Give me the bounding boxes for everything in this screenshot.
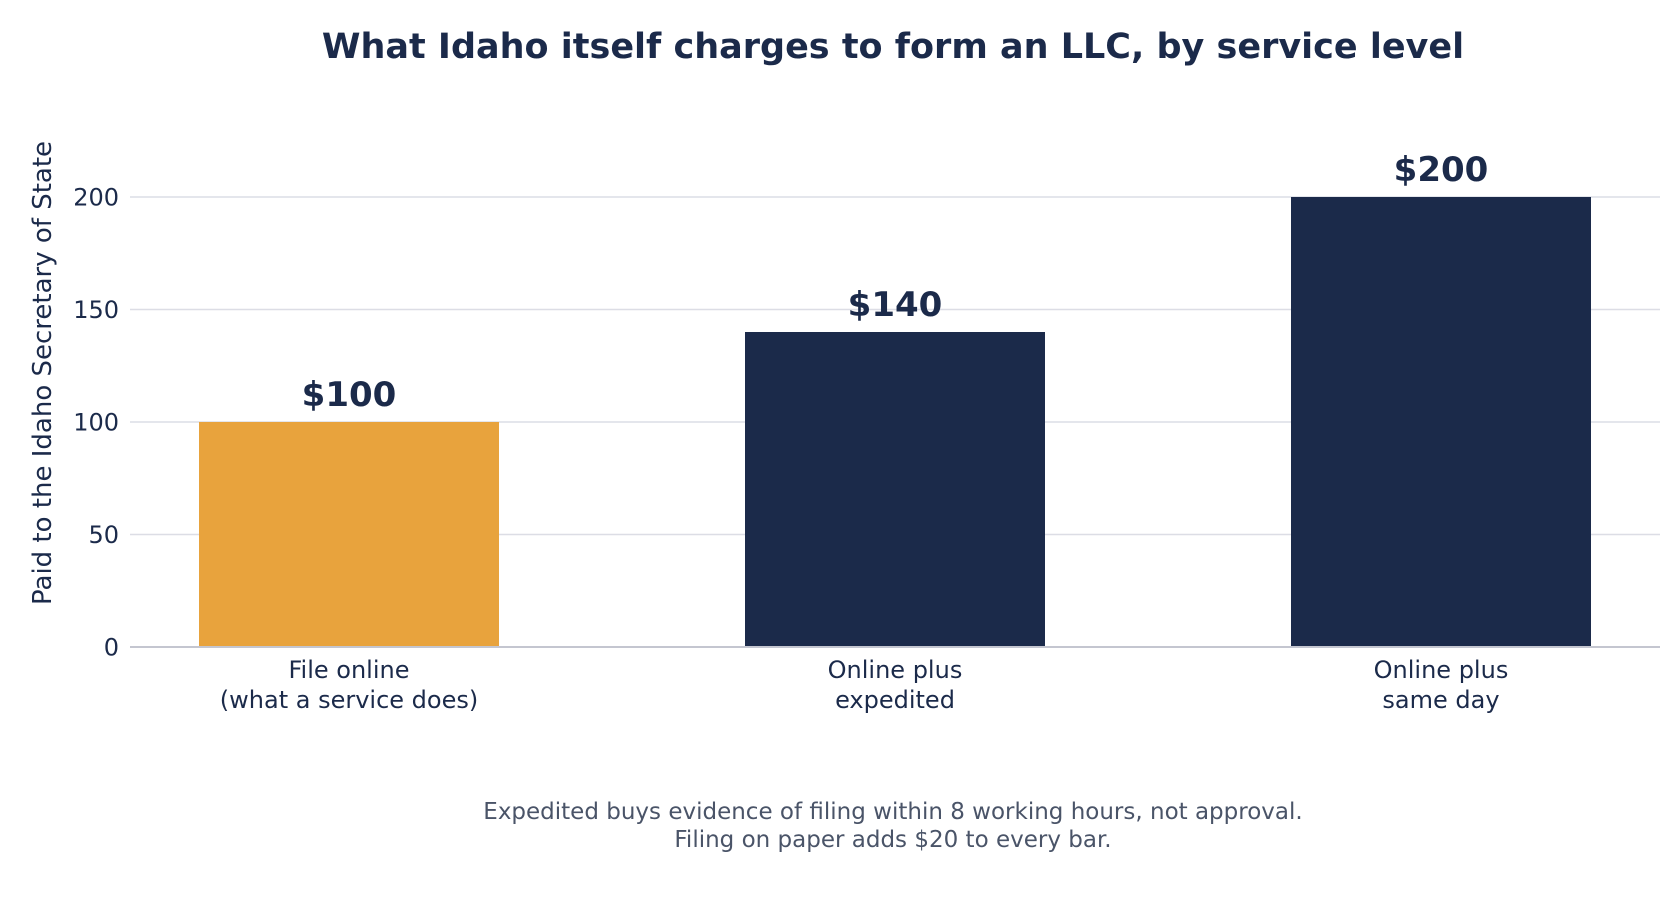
- y-tick-label: 0: [104, 634, 119, 662]
- chart-title: What Idaho itself charges to form an LLC…: [322, 27, 1464, 67]
- x-tick-label: (what a service does): [220, 686, 478, 714]
- x-tick-label: Online plus: [1374, 656, 1509, 684]
- x-tick-label: same day: [1382, 686, 1499, 714]
- labels: 0 50 100 150 200 $100 File online(what a servi…: [73, 150, 1508, 714]
- x-tick-label: Online plus: [828, 656, 963, 684]
- bar: [199, 422, 499, 647]
- y-tick-label: 50: [88, 521, 119, 549]
- footnote-line: Filing on paper adds $20 to every bar.: [674, 827, 1111, 853]
- y-axis-title: Paid to the Idaho Secretary of State: [28, 141, 58, 605]
- x-tick-label: File online: [289, 656, 410, 684]
- bar-value-label: $140: [848, 285, 943, 325]
- bar: [1291, 197, 1591, 647]
- bar: [745, 332, 1045, 647]
- bar-value-label: $200: [1394, 150, 1489, 190]
- y-tick-label: 200: [73, 184, 119, 212]
- y-tick-label: 100: [73, 409, 119, 437]
- bars: [199, 197, 1591, 647]
- footnote-line: Expedited buys evidence of filing within…: [483, 799, 1302, 825]
- y-tick-label: 150: [73, 296, 119, 324]
- x-tick-label: expedited: [835, 686, 955, 714]
- bar-value-label: $100: [302, 375, 397, 415]
